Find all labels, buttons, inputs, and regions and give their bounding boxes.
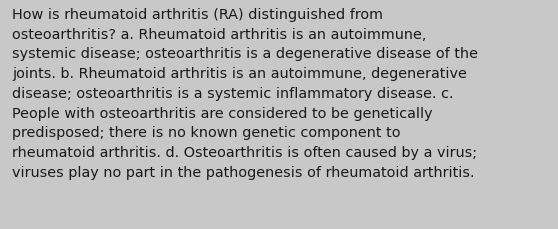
Text: How is rheumatoid arthritis (RA) distinguished from
osteoarthritis? a. Rheumatoi: How is rheumatoid arthritis (RA) disting… bbox=[12, 8, 478, 179]
